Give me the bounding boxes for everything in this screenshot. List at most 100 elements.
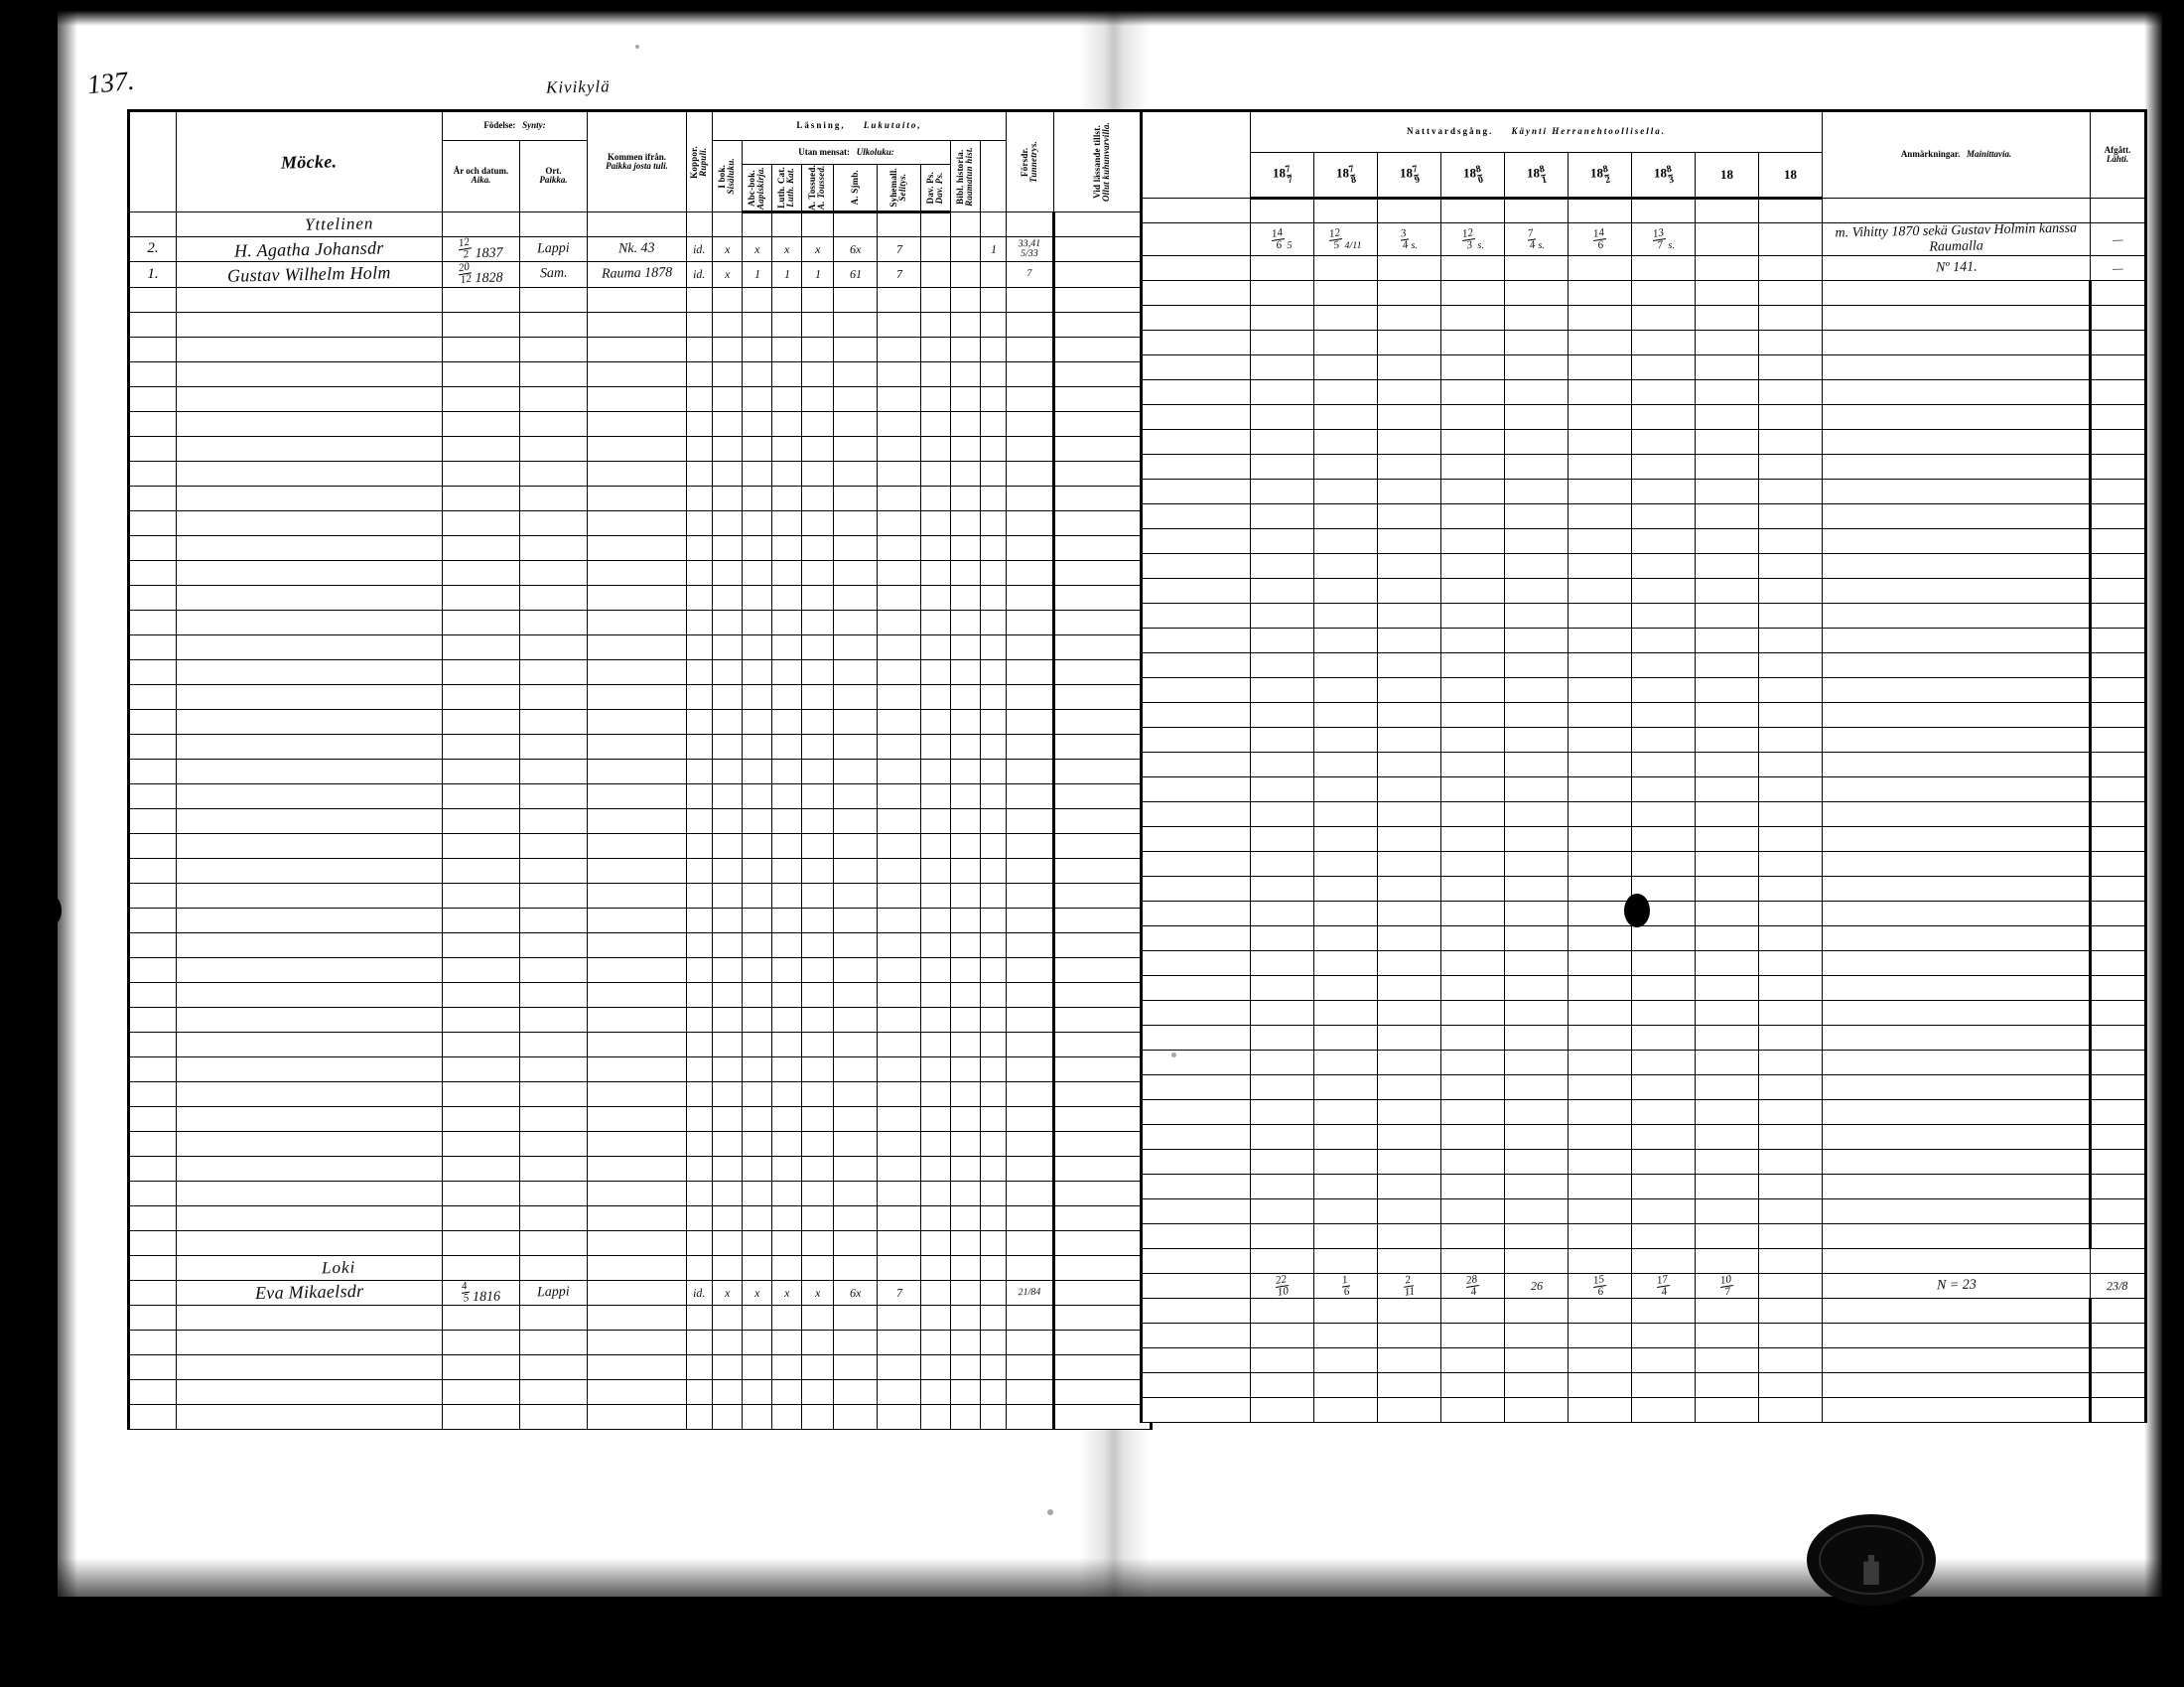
empty-cell bbox=[1822, 752, 2093, 778]
empty-cell bbox=[1568, 528, 1632, 555]
empty-cell bbox=[587, 807, 687, 834]
empty-cell bbox=[1140, 479, 1251, 505]
empty-row bbox=[127, 435, 1154, 462]
empty-cell bbox=[442, 1378, 520, 1405]
col-bible bbox=[950, 211, 981, 237]
empty-cell bbox=[1140, 1397, 1251, 1424]
empty-cell bbox=[1313, 503, 1378, 530]
empty-cell bbox=[833, 1031, 878, 1057]
empty-cell bbox=[1006, 509, 1056, 536]
communion-year-18: 18 bbox=[1695, 152, 1759, 200]
empty-cell bbox=[1822, 330, 2093, 356]
empty-cell bbox=[1440, 354, 1505, 381]
empty-cell bbox=[2090, 702, 2148, 729]
empty-cell bbox=[1250, 1347, 1314, 1374]
empty-cell bbox=[1140, 1347, 1251, 1374]
empty-cell bbox=[1053, 311, 1154, 338]
empty-cell bbox=[920, 956, 951, 983]
empty-cell bbox=[1140, 1174, 1251, 1200]
empty-cell bbox=[712, 807, 743, 834]
empty-cell bbox=[1250, 379, 1314, 406]
empty-cell bbox=[1695, 1223, 1759, 1250]
empty-cell bbox=[979, 609, 1008, 635]
empty-cell bbox=[877, 1329, 921, 1355]
remarks-cell: m. Vihitty 1870 sekä Gustav Holmin kanss… bbox=[1822, 221, 2092, 257]
empty-cell bbox=[712, 907, 743, 933]
empty-cell bbox=[833, 1130, 878, 1157]
empty-cell bbox=[712, 1180, 743, 1206]
empty-cell bbox=[127, 286, 177, 313]
empty-row bbox=[127, 1378, 1154, 1405]
empty-cell bbox=[712, 857, 743, 884]
empty-cell bbox=[176, 1130, 443, 1157]
empty-cell bbox=[742, 857, 772, 884]
empty-cell bbox=[1757, 1223, 1824, 1250]
empty-cell bbox=[877, 286, 921, 313]
empty-cell bbox=[742, 956, 772, 983]
empty-cell bbox=[686, 1180, 713, 1206]
empty-cell bbox=[950, 931, 981, 958]
empty-cell bbox=[442, 485, 520, 511]
empty-cell bbox=[1313, 1223, 1378, 1250]
empty-cell bbox=[801, 931, 834, 958]
empty-cell bbox=[877, 658, 921, 685]
empty-cell bbox=[877, 584, 921, 611]
empty-cell bbox=[1757, 776, 1824, 803]
empty-cell bbox=[833, 509, 878, 536]
empty-cell bbox=[833, 1403, 878, 1430]
came-from: Nk. 43 bbox=[587, 235, 687, 263]
communion-cell-1879 bbox=[1377, 198, 1441, 223]
empty-row bbox=[1140, 404, 2148, 431]
empty-row bbox=[127, 733, 1154, 760]
empty-cell bbox=[1440, 677, 1505, 704]
empty-cell bbox=[176, 1180, 443, 1206]
empty-cell bbox=[771, 832, 802, 859]
empty-cell bbox=[742, 559, 772, 586]
empty-cell bbox=[1822, 975, 2093, 1002]
empty-cell bbox=[1006, 1055, 1056, 1082]
empty-cell bbox=[1313, 578, 1378, 605]
empty-cell bbox=[1757, 578, 1824, 605]
empty-cell bbox=[1695, 950, 1759, 977]
empty-cell bbox=[801, 857, 834, 884]
empty-cell bbox=[979, 311, 1008, 338]
empty-cell bbox=[1250, 1397, 1314, 1424]
empty-cell bbox=[127, 311, 177, 338]
col-luth bbox=[771, 211, 802, 237]
empty-cell bbox=[1140, 1323, 1251, 1349]
empty-cell bbox=[979, 385, 1008, 412]
row-index bbox=[127, 211, 177, 237]
attendance-cell: 33,41 5/33 bbox=[1006, 235, 1056, 263]
empty-cell bbox=[920, 857, 951, 884]
empty-cell bbox=[1440, 1000, 1505, 1027]
empty-cell bbox=[1504, 1124, 1569, 1151]
empty-cell bbox=[771, 410, 802, 437]
empty-cell bbox=[127, 584, 177, 611]
empty-cell bbox=[1250, 975, 1314, 1002]
empty-cell bbox=[1140, 280, 1251, 307]
empty-cell bbox=[1053, 1403, 1154, 1430]
empty-cell bbox=[1757, 1124, 1824, 1151]
empty-cell bbox=[1568, 876, 1632, 903]
empty-cell bbox=[442, 534, 520, 561]
empty-cell bbox=[1568, 652, 1632, 679]
empty-row bbox=[127, 559, 1154, 586]
empty-cell bbox=[877, 1130, 921, 1157]
empty-cell bbox=[176, 1353, 443, 1380]
empty-cell bbox=[950, 410, 981, 437]
empty-cell bbox=[1757, 404, 1824, 431]
col-bible bbox=[950, 1254, 981, 1281]
empty-cell bbox=[127, 1229, 177, 1256]
empty-cell bbox=[771, 1130, 802, 1157]
empty-cell bbox=[712, 1378, 743, 1405]
empty-cell bbox=[587, 1080, 687, 1107]
header-explanation: Syhemall. Selitys. bbox=[877, 164, 921, 213]
empty-cell bbox=[1568, 702, 1632, 729]
empty-row bbox=[1140, 1124, 2148, 1151]
empty-cell bbox=[950, 559, 981, 586]
empty-cell bbox=[742, 1031, 772, 1057]
empty-cell bbox=[1140, 354, 1251, 381]
empty-cell bbox=[801, 1031, 834, 1057]
empty-cell bbox=[950, 1329, 981, 1355]
empty-cell bbox=[1140, 901, 1251, 927]
